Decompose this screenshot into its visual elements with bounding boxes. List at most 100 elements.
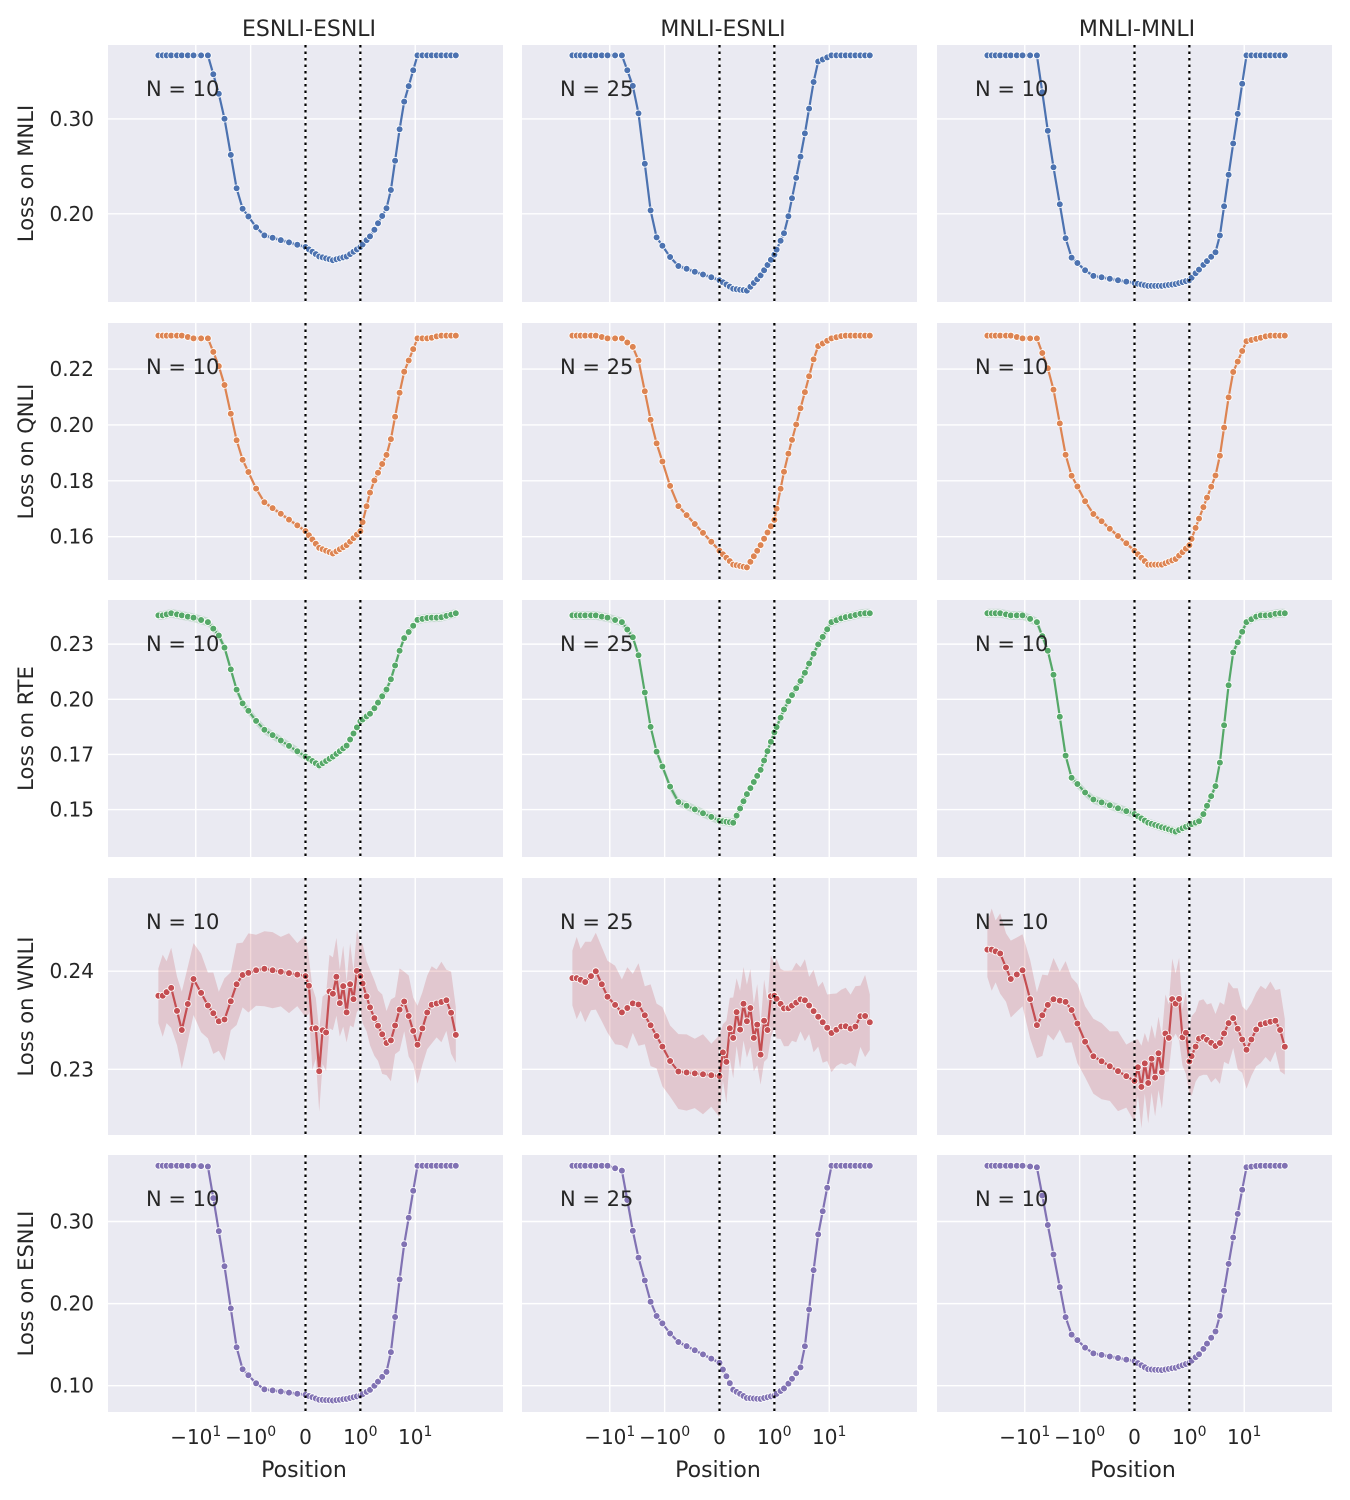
data-point — [796, 677, 805, 685]
x-tick-label: 0 — [1128, 1425, 1141, 1449]
data-point — [293, 747, 302, 755]
n-label: N = 10 — [146, 77, 219, 101]
subplot: N = 10 0.20 0.30 — [49, 45, 503, 302]
data-point — [1224, 171, 1233, 179]
data-point — [370, 225, 379, 234]
data-point — [220, 1015, 229, 1024]
data-point — [374, 1021, 382, 1030]
data-point — [1203, 493, 1211, 502]
data-point — [404, 82, 413, 90]
data-point — [628, 1227, 637, 1235]
data-point — [865, 331, 874, 340]
data-point — [658, 762, 667, 771]
data-point — [378, 692, 387, 700]
data-point — [805, 659, 813, 668]
panel-grid: N = 10 0.20 0.30 N = 25 N = 10 Loss on MNLI N … — [14, 45, 1332, 1449]
data-point — [611, 334, 619, 343]
data-point — [591, 611, 600, 620]
data-point — [865, 51, 874, 60]
data-point — [332, 972, 341, 981]
data-point — [652, 1312, 661, 1320]
data-point — [1049, 995, 1058, 1003]
data-point — [1137, 1083, 1146, 1091]
data-point — [404, 628, 413, 636]
subplot: N = 10 0.15 0.17 0.20 0.23 — [49, 600, 503, 857]
data-point — [690, 1346, 699, 1355]
data-point — [1033, 1021, 1041, 1029]
data-point — [1061, 234, 1070, 243]
data-point — [780, 705, 788, 714]
data-point — [362, 992, 371, 1001]
data-point — [232, 685, 241, 694]
data-point — [1141, 1059, 1149, 1068]
data-point — [1026, 995, 1034, 1003]
data-point — [729, 1034, 737, 1042]
data-point — [244, 706, 253, 715]
data-point — [1211, 782, 1220, 790]
data-point — [1067, 1330, 1076, 1339]
data-point — [1061, 751, 1070, 760]
data-point — [252, 223, 260, 232]
data-point — [268, 504, 277, 512]
data-point — [623, 66, 632, 75]
y-axis-label: Loss on MNLI — [14, 105, 38, 242]
data-point — [409, 66, 418, 74]
data-point — [658, 1042, 667, 1051]
data-point — [1220, 202, 1228, 211]
data-point — [682, 801, 691, 810]
data-point — [634, 1000, 643, 1009]
data-point — [209, 348, 218, 356]
data-point — [646, 206, 655, 215]
data-point — [382, 685, 391, 694]
data-point — [823, 625, 831, 633]
y-tick-label: 0.20 — [49, 1292, 94, 1316]
data-point — [209, 70, 218, 78]
data-point — [400, 367, 409, 376]
data-point — [232, 1343, 241, 1352]
data-point — [1073, 259, 1082, 267]
data-point — [809, 649, 818, 658]
data-point — [666, 1329, 674, 1338]
data-point — [603, 334, 612, 343]
data-point — [801, 668, 809, 677]
y-tick-label: 0.30 — [49, 1210, 94, 1234]
data-point — [618, 334, 626, 343]
data-point — [1067, 471, 1076, 480]
data-point — [1224, 1019, 1233, 1027]
data-point — [1114, 276, 1122, 285]
data-point — [391, 1313, 399, 1321]
x-tick-label: 101 — [398, 1424, 432, 1449]
data-point — [1224, 681, 1233, 689]
data-point — [1056, 200, 1064, 209]
data-point — [227, 1304, 235, 1313]
data-point — [796, 1363, 805, 1372]
data-point — [1187, 535, 1196, 543]
x-tick-label: −101 — [999, 1424, 1050, 1449]
data-point — [209, 1194, 218, 1202]
data-point — [260, 498, 269, 507]
data-point — [189, 51, 198, 60]
column-title: ESNLI-ESNLI — [242, 17, 376, 42]
data-point — [400, 634, 409, 642]
data-point — [1038, 349, 1047, 357]
data-point — [1271, 1016, 1280, 1025]
data-point — [736, 804, 744, 813]
data-point — [1106, 801, 1114, 810]
data-point — [1199, 503, 1208, 511]
data-point — [634, 651, 643, 660]
subplot: N = 25 — [522, 600, 917, 857]
y-tick-label: 0.17 — [49, 742, 94, 766]
data-point — [814, 640, 822, 649]
y-tick-label: 0.23 — [49, 1057, 94, 1081]
data-point — [666, 482, 674, 490]
data-point — [204, 1162, 212, 1171]
data-point — [1067, 773, 1076, 782]
data-point — [634, 109, 643, 118]
data-point — [451, 1031, 460, 1039]
data-point — [423, 1008, 432, 1017]
data-point — [370, 1014, 379, 1022]
data-point — [760, 1016, 768, 1025]
data-point — [1081, 1037, 1089, 1046]
data-point — [391, 661, 399, 670]
